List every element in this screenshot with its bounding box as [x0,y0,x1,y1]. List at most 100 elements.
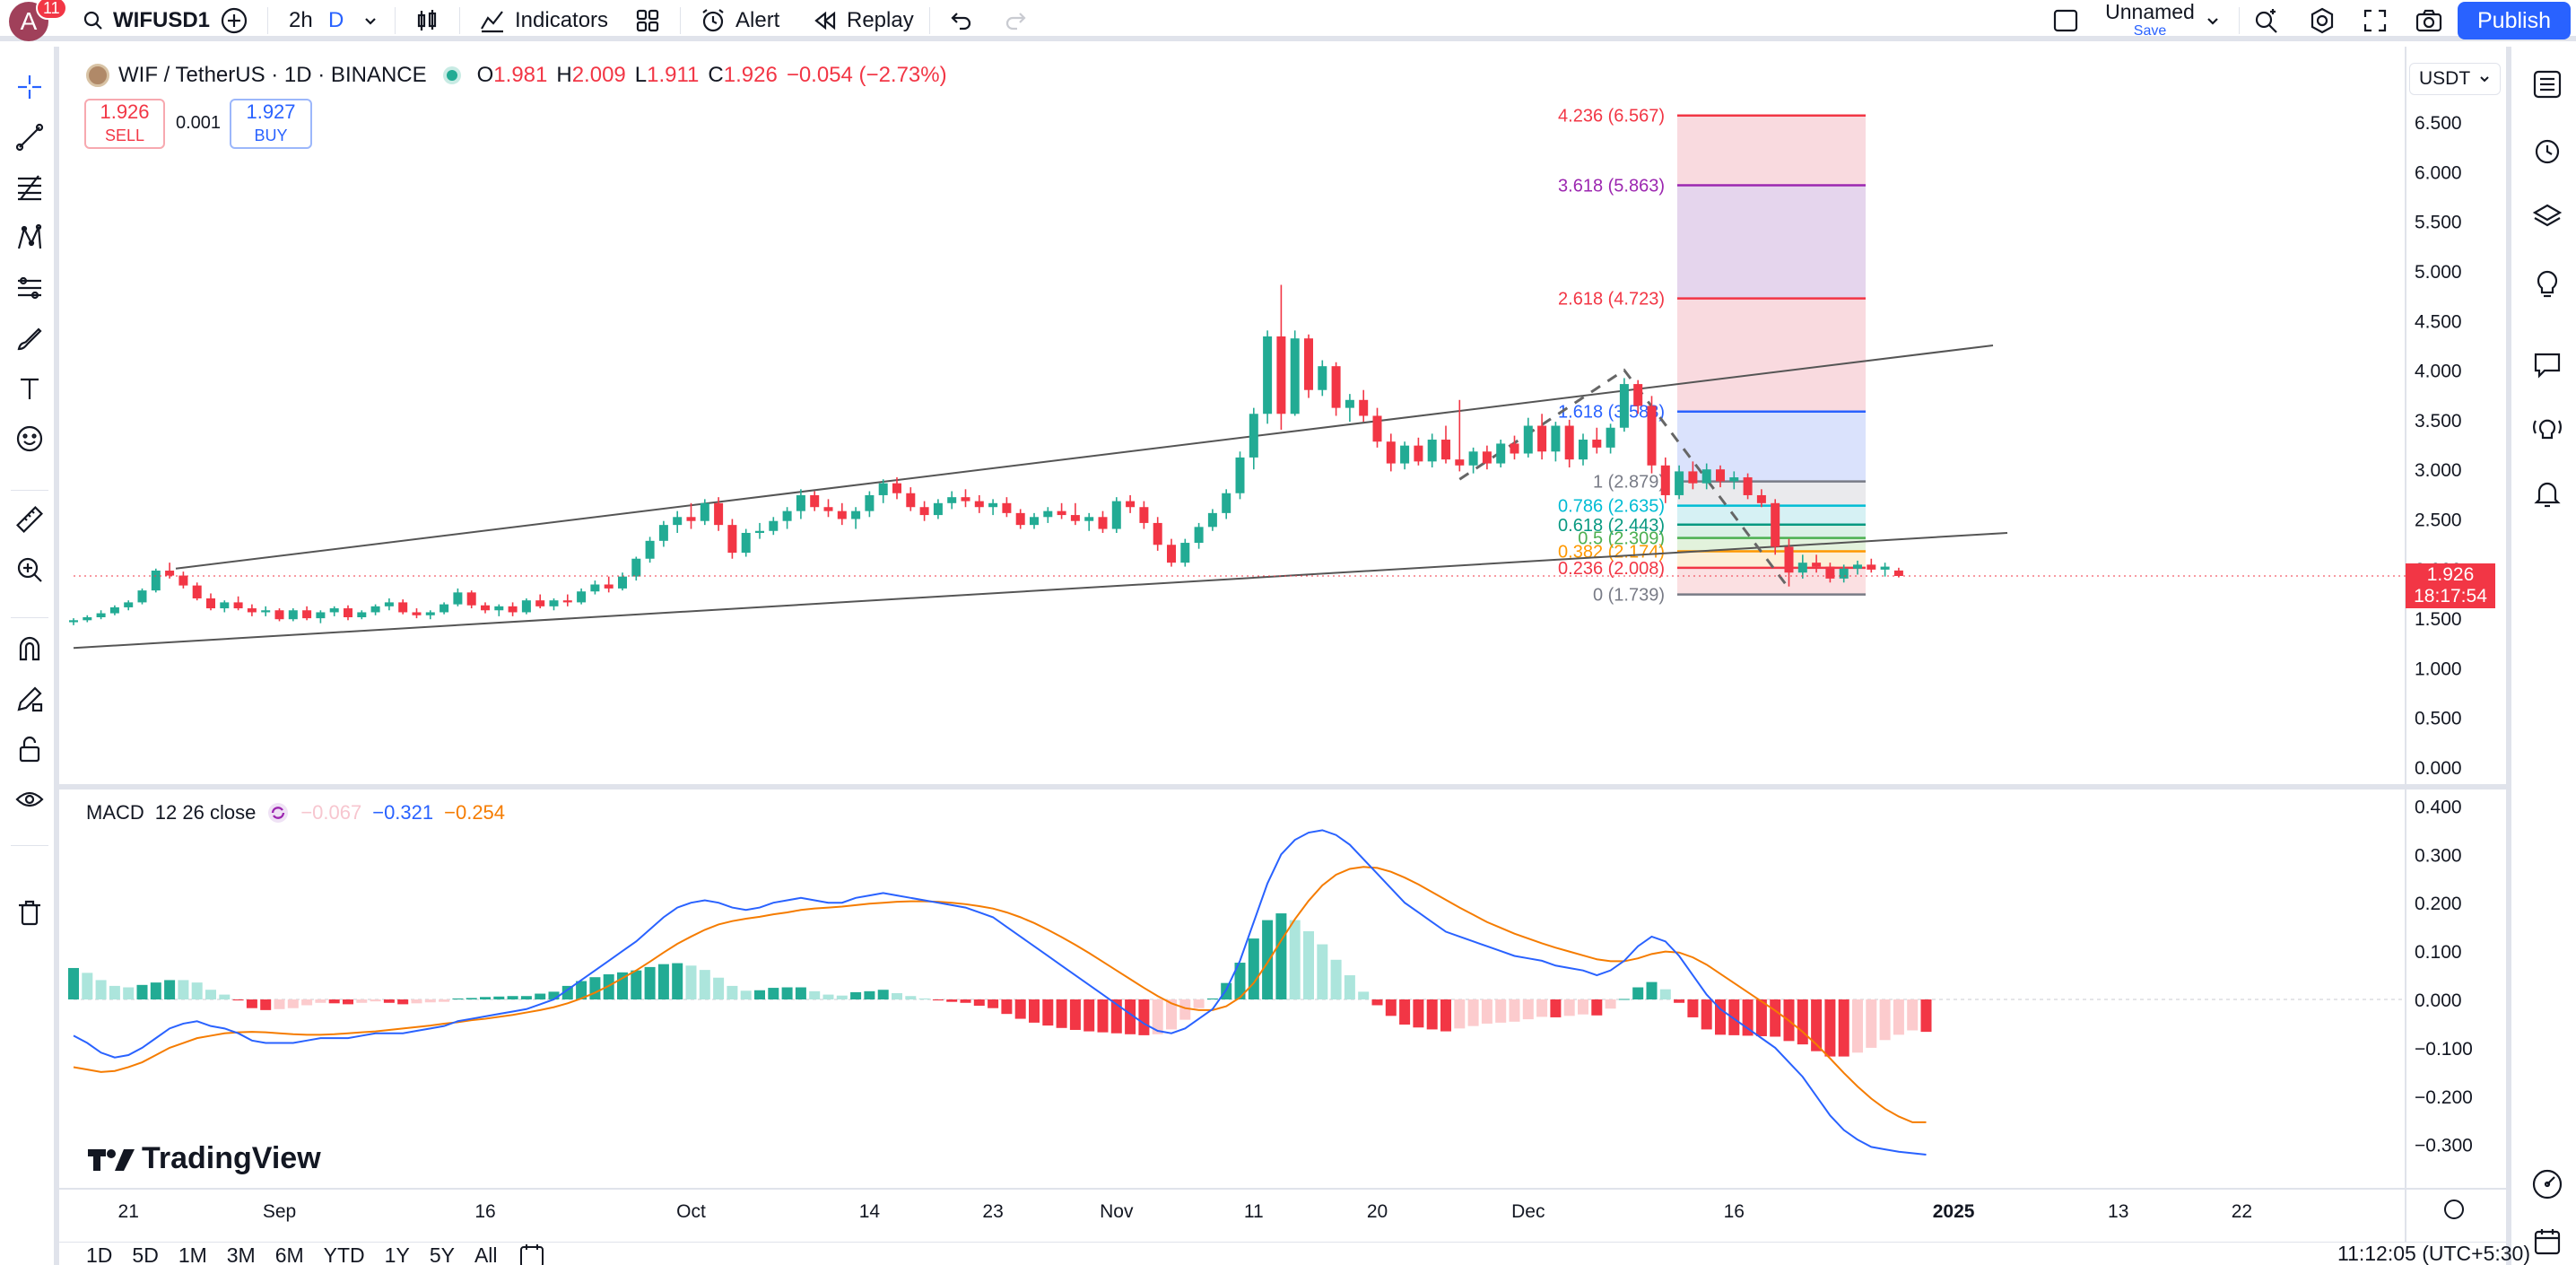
macd-histogram-bar [191,982,203,999]
sell-button[interactable]: 1.926 SELL [84,99,165,149]
pine-ideas-button[interactable] [2528,409,2567,449]
alerts-panel-button[interactable] [2528,131,2567,170]
hide-drawings-tool[interactable] [13,782,47,816]
candle-body [1660,465,1670,495]
range-all[interactable]: All [474,1243,498,1265]
brush-tool[interactable] [13,321,47,355]
candle-body [1523,425,1533,454]
lock-drawings-tool[interactable] [13,732,47,766]
macd-histogram-bar [1454,999,1466,1029]
layout-menu-dropdown[interactable] [2205,0,2221,41]
plus-circle-icon [221,7,248,34]
snapshot-button[interactable] [2415,0,2443,41]
macd-histogram-bar [1358,991,1370,999]
speed-button[interactable] [2528,1165,2567,1204]
save-link[interactable]: Save [2133,23,2167,39]
macd-histogram-bar [1110,999,1122,1034]
interval-mode-button[interactable]: D [328,8,344,32]
undo-button[interactable] [949,0,974,41]
search-icon [83,11,102,30]
notifications-button[interactable] [2528,474,2567,513]
macd-histogram-bar [1344,975,1355,999]
macd-histogram-bar [973,999,985,1007]
alert-button[interactable]: Alert [700,0,779,41]
symbol-title[interactable]: WIF / TetherUS · 1D · BINANCE [118,63,427,87]
list-icon [2533,70,2562,99]
macd-histogram-bar [1550,999,1562,1017]
currency-select[interactable]: USDT [2409,63,2501,95]
crosshair-tool[interactable] [13,70,47,104]
macd-name[interactable]: MACD [86,801,144,824]
macd-histogram-bar [822,994,834,999]
fib-level-label-9: 0.236 (2.008) [1558,559,1665,579]
range-3m[interactable]: 3M [226,1243,256,1265]
go-to-date-button[interactable] [518,1243,546,1265]
candle-body [1030,517,1039,526]
text-tool[interactable] [13,371,47,406]
pattern-icon [17,223,42,249]
macd-histogram-bar [1755,999,1767,1036]
chart-type-button[interactable] [414,0,439,41]
fib-retracement-tool[interactable] [13,170,47,205]
macd-histogram-bar [1097,999,1109,1033]
candle-body [1111,501,1121,529]
macd-histogram-bar [123,987,135,999]
range-1m[interactable]: 1M [178,1243,207,1265]
candle-body [1194,527,1204,544]
stay-in-drawing-mode-tool[interactable] [13,682,47,716]
remove-drawings-tool[interactable] [13,895,47,929]
fullscreen-button[interactable] [2363,0,2388,41]
macd-histogram-bar [164,980,176,999]
symbol-search[interactable]: WIFUSD1 [83,0,210,41]
candle-body [165,571,175,576]
trend-line-tool[interactable] [13,120,47,154]
macd-histogram-bar [1591,999,1603,1016]
emoji-tool[interactable] [13,422,47,456]
magnet-tool[interactable] [13,632,47,666]
axis-settings-icon [2444,1200,2464,1219]
macd-histogram-bar [1440,999,1451,1032]
range-ytd[interactable]: YTD [323,1243,365,1265]
sync-layout-checkbox[interactable] [2052,0,2079,41]
range-5d[interactable]: 5D [132,1243,159,1265]
range-1d[interactable]: 1D [86,1243,113,1265]
fib-level-label-5: 0.786 (2.635) [1558,497,1665,517]
zoom-tool[interactable] [13,553,47,587]
ideas-button[interactable] [2528,264,2567,303]
buy-button[interactable]: 1.927 BUY [230,99,312,149]
macd-histogram-bar [1797,999,1808,1045]
publish-button[interactable]: Publish [2458,2,2571,39]
fib-zone-2 [1677,298,1866,412]
indicators-button[interactable]: Indicators [479,0,608,41]
measure-tool[interactable] [13,502,47,537]
forecasting-tool[interactable] [13,271,47,305]
watchlist-button[interactable] [2528,65,2567,104]
range-5y[interactable]: 5Y [429,1243,455,1265]
chats-button[interactable] [2528,345,2567,384]
replay-button[interactable]: Replay [813,0,914,41]
price-axis-label: 5.000 [2415,262,2462,283]
redo-button[interactable] [1003,0,1028,41]
utc-clock[interactable]: 11:12:05 (UTC+5:30) [2337,1242,2530,1265]
quick-search-button[interactable] [2253,0,2280,41]
macd-histogram-bar [1179,999,1191,1020]
tradingview-logo[interactable]: TradingView [88,1141,321,1176]
pattern-tool[interactable] [13,221,47,255]
range-1y[interactable]: 1Y [384,1243,410,1265]
candle-body [1139,507,1149,523]
calendar-button[interactable] [2528,1222,2567,1261]
range-6m[interactable]: 6M [274,1243,304,1265]
macd-histogram-bar [411,999,422,1004]
layouts-button[interactable] [635,0,660,41]
high-value: 2.009 [571,63,626,87]
interval-dropdown[interactable] [362,0,379,41]
layout-name[interactable]: Unnamed Save [2102,2,2197,41]
settings-button[interactable] [2309,0,2336,41]
candle-body [1551,425,1561,452]
macd-histogram-bar [768,988,779,999]
macd-histogram-bar [397,999,409,1005]
interval-button[interactable]: 2h [289,8,313,32]
compare-symbol-button[interactable] [221,0,248,41]
object-tree-button[interactable] [2528,197,2567,237]
